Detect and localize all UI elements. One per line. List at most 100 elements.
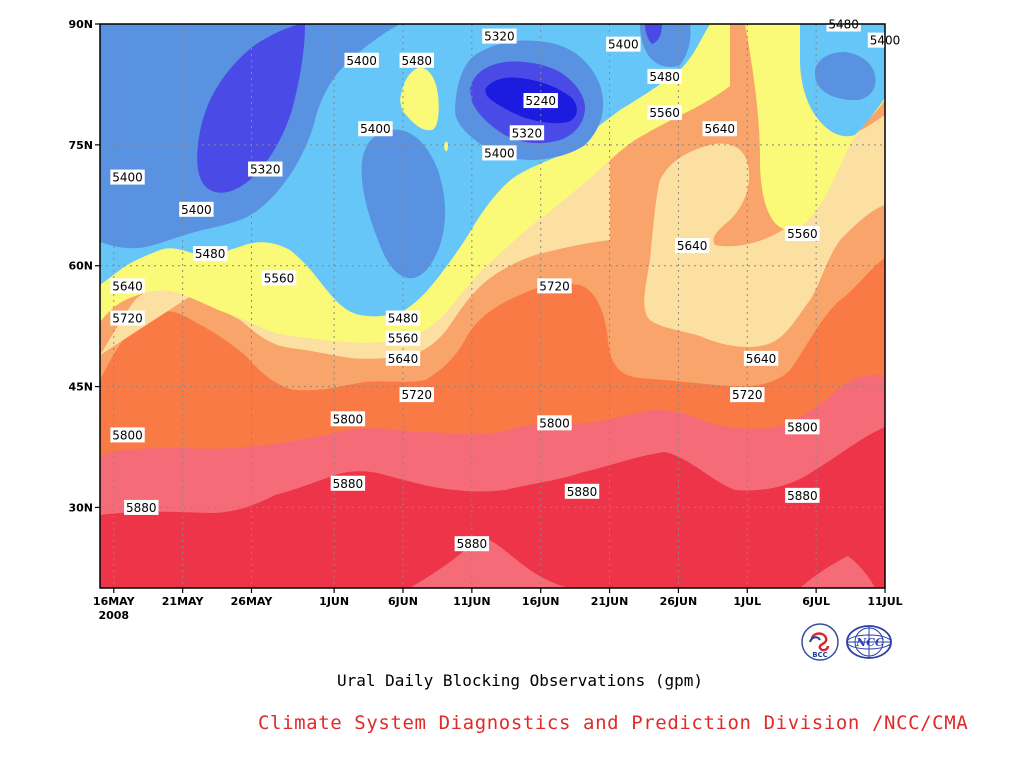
x-year-label: 2008 <box>98 609 129 622</box>
contour-label-bg <box>606 36 641 52</box>
x-tick-label: 16MAY <box>93 595 136 608</box>
y-tick-label: 60N <box>68 260 93 273</box>
contour-label-bg <box>330 411 366 427</box>
contour-label: 5640 <box>702 121 737 137</box>
contour-label: 5800 <box>785 419 820 435</box>
contour-label: 5320 <box>248 161 283 177</box>
contour-label: 5880 <box>454 536 490 552</box>
x-tick-label: 11JUL <box>867 595 902 608</box>
band-5480-5560-dot <box>444 141 448 152</box>
contour-label-text: 5560 <box>264 271 295 285</box>
contour-label: 5640 <box>110 278 145 294</box>
contour-label-bg <box>344 52 379 68</box>
contour-label-bg <box>179 201 214 217</box>
band-5800-5880-south <box>410 537 570 588</box>
contour-label-bg <box>785 225 820 241</box>
contour-label: 5400 <box>606 36 641 52</box>
contour-label-text: 5720 <box>732 388 763 402</box>
chart-title: Ural Daily Blocking Observations (gpm) <box>336 671 704 690</box>
contour-label: 5480 <box>192 246 228 262</box>
contour-label-bg <box>110 310 145 326</box>
x-tick-label: 26MAY <box>231 595 274 608</box>
contour-label-bg <box>385 330 421 346</box>
contour-label-text: 5400 <box>360 122 391 136</box>
contour-label-bg <box>647 105 682 121</box>
contour-label-bg <box>385 310 421 326</box>
contour-label: 5400 <box>179 201 214 217</box>
contour-label-text: 5480 <box>195 247 226 261</box>
contour-label: 5480 <box>385 310 421 326</box>
contour-label-bg <box>385 350 421 366</box>
contour-label-bg <box>110 278 145 294</box>
y-tick-label: 90N <box>68 18 93 31</box>
contour-label-text: 5880 <box>457 537 488 551</box>
contour-label-text: 5320 <box>250 163 281 177</box>
y-tick-label: 45N <box>68 381 93 394</box>
contour-label: 5640 <box>385 350 421 366</box>
contour-label: 5560 <box>647 105 682 121</box>
contour-label: 5320 <box>482 28 517 44</box>
y-tick-label: 75N <box>68 139 93 152</box>
contour-labels: 5400 5400 5320 5480 5560 5640 5720 5800 5880 5400… <box>110 16 903 552</box>
contour-label-text: 5400 <box>112 171 143 185</box>
plot-frame <box>99 23 886 589</box>
contour-label: 5800 <box>330 411 366 427</box>
contour-label-text: 5880 <box>567 485 598 499</box>
contour-label-bg <box>743 350 779 366</box>
contour-label-text: 5400 <box>346 54 377 68</box>
x-tick-label: 1JUL <box>733 595 761 608</box>
contour-label: 5720 <box>399 387 434 403</box>
ncc-logo-text: NCC <box>855 636 884 649</box>
contour-label: 5720 <box>730 387 765 403</box>
contour-label: 5480 <box>399 52 434 68</box>
contour-label-text: 5800 <box>333 412 364 426</box>
x-tick-label: 6JUN <box>388 595 418 608</box>
contour-label: 5560 <box>785 225 820 241</box>
x-tick-label: 6JUL <box>802 595 830 608</box>
contour-label-bg <box>647 68 682 84</box>
x-tick-label: 11JUN <box>453 595 491 608</box>
contour-label-text: 5800 <box>787 420 818 434</box>
contour-label-text: 5400 <box>484 146 515 160</box>
contour-label: 5480 <box>647 68 682 84</box>
contour-label: 5400 <box>482 145 517 161</box>
contour-label-bg <box>785 487 820 503</box>
contour-label-text: 5480 <box>649 70 680 84</box>
contour-label-text: 5800 <box>112 428 143 442</box>
contour-label-bg <box>785 419 820 435</box>
contour-label: 5880 <box>564 483 600 499</box>
contour-label-text: 5560 <box>787 227 818 241</box>
contour-label-text: 5880 <box>787 489 818 503</box>
contour-label-bg <box>261 270 297 286</box>
contour-label: 5880 <box>330 475 366 491</box>
y-axis: 30N 45N 60N 75N 90N <box>68 18 100 514</box>
contour-label-bg <box>454 536 490 552</box>
contour-label-bg <box>110 169 145 185</box>
bcc-logo: BCC <box>801 623 839 661</box>
contour-label: 5400 <box>358 121 393 137</box>
contour-label-bg <box>537 415 572 431</box>
contour-label: 5640 <box>743 350 779 366</box>
contour-label-text: 5320 <box>484 30 515 44</box>
contour-label: 5720 <box>537 278 572 294</box>
contour-label-text: 5880 <box>333 477 364 491</box>
contour-label-text: 5640 <box>112 279 143 293</box>
contour-label-bg <box>537 278 572 294</box>
contour-label-text: 5400 <box>608 38 639 52</box>
contour-label: 5800 <box>110 427 145 443</box>
contour-label-text: 5800 <box>539 416 570 430</box>
x-tick-label: 1JUN <box>319 595 349 608</box>
contour-label: 5560 <box>385 330 421 346</box>
contour-label-bg <box>702 121 737 137</box>
chart-credit: Climate System Diagnostics and Predictio… <box>258 712 969 734</box>
contour-label-bg <box>564 483 600 499</box>
contour-label: 5320 <box>509 125 545 141</box>
contour-label-text: 5480 <box>388 312 419 326</box>
contour-label-text: 5720 <box>401 388 432 402</box>
contour-label-bg <box>192 246 228 262</box>
contour-label-text: 5640 <box>388 352 419 366</box>
contour-label-text: 5240 <box>525 94 556 108</box>
contour-label-bg <box>730 387 765 403</box>
contour-label-text: 5480 <box>401 54 432 68</box>
contour-label-bg <box>523 93 558 109</box>
